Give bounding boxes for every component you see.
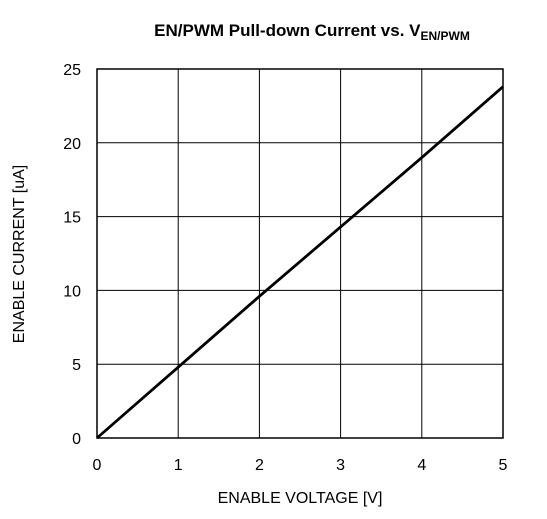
y-tick-label: 25 <box>63 62 81 79</box>
y-axis-label: ENABLE CURRENT [uA] <box>11 165 28 343</box>
title-subscript: EN/PWM <box>421 29 470 43</box>
data-line <box>96 85 504 440</box>
title-main: EN/PWM Pull-down Current vs. V <box>154 21 421 40</box>
chart-title: EN/PWM Pull-down Current vs. VEN/PWM <box>154 21 470 43</box>
x-tick-label: 3 <box>336 457 345 474</box>
x-tick-label: 1 <box>174 457 183 474</box>
y-tick-label: 20 <box>63 136 81 153</box>
y-tick-label: 15 <box>63 210 81 227</box>
y-tick-label: 5 <box>72 357 81 374</box>
plot-frame <box>96 68 504 439</box>
x-tick-label: 4 <box>417 457 426 474</box>
y-tick-label: 0 <box>72 431 81 448</box>
x-tick-label: 0 <box>93 457 102 474</box>
x-tick-label: 5 <box>499 457 508 474</box>
x-tick-label: 2 <box>255 457 264 474</box>
x-axis-label: ENABLE VOLTAGE [V] <box>218 490 383 507</box>
y-tick-label: 10 <box>63 283 81 300</box>
